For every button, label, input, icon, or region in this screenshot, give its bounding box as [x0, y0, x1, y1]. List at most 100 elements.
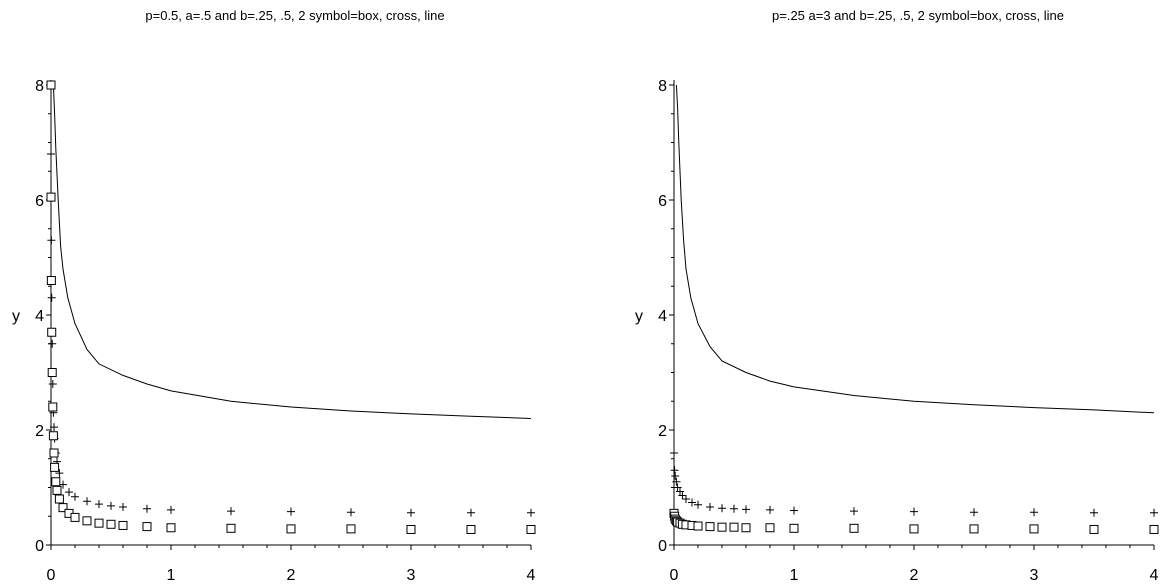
box-point [1089, 524, 1099, 534]
box-point [46, 80, 56, 90]
cross-point [672, 477, 681, 486]
x-tick-label: 2 [910, 567, 919, 584]
cross-point [65, 488, 73, 497]
box-point [705, 522, 715, 532]
chart-left: p=0.5, a=.5 and b=.25, .5, 2 symbol=box,… [12, 8, 536, 584]
box-point [526, 524, 536, 534]
cross-point [347, 508, 355, 517]
box-point [51, 477, 61, 487]
x-tick-label: 4 [527, 567, 536, 584]
cross-point [910, 507, 918, 516]
y-tick-label: 4 [658, 308, 667, 325]
y-tick-label: 6 [658, 193, 667, 210]
box-point [1149, 524, 1159, 534]
cross-point [467, 508, 475, 517]
box-point [969, 524, 979, 534]
cross-point [694, 500, 702, 509]
box-point [729, 522, 739, 532]
box-point [48, 402, 58, 412]
box-point [70, 512, 80, 522]
y-axis-label: y [635, 308, 643, 325]
box-point [346, 524, 356, 534]
series-line [675, 84, 1155, 414]
x-tick-label: 1 [790, 567, 799, 584]
box-point [909, 524, 919, 534]
box-point [765, 523, 775, 533]
box-point [741, 523, 751, 533]
cross-point [287, 507, 295, 516]
x-tick-label: 2 [287, 567, 296, 584]
box-point [52, 485, 62, 495]
cross-point [107, 501, 115, 510]
cross-point [119, 503, 127, 512]
box-point [789, 523, 799, 533]
box-point [82, 516, 92, 526]
cross-point [71, 492, 79, 501]
cross-point [1150, 508, 1158, 517]
cross-point [50, 423, 58, 432]
box-point [1029, 524, 1039, 534]
cross-point [167, 505, 175, 514]
box-point [166, 523, 176, 533]
series-line-path [52, 84, 532, 419]
cross-point [670, 449, 678, 457]
cross-point [83, 497, 91, 506]
x-tick-label: 4 [1150, 567, 1159, 584]
box-point [466, 524, 476, 534]
cross-point [678, 491, 687, 500]
x-tick-label: 0 [47, 567, 56, 584]
y-tick-label: 0 [658, 538, 667, 555]
chart-title: p=0.5, a=.5 and b=.25, .5, 2 symbol=box,… [145, 8, 444, 23]
cross-point [227, 507, 235, 516]
series-cross [47, 150, 535, 517]
cross-point [970, 508, 978, 517]
cross-point [766, 505, 774, 514]
cross-point [407, 508, 415, 517]
x-tick-label: 3 [1030, 567, 1039, 584]
y-axis-label: y [12, 308, 20, 325]
cross-point [688, 498, 696, 507]
cross-point [47, 150, 55, 158]
box-point [46, 192, 56, 202]
box-point [47, 327, 57, 337]
cross-point [47, 236, 56, 245]
cross-point [850, 507, 858, 516]
box-point [286, 524, 296, 534]
y-tick-label: 0 [35, 538, 44, 555]
box-point [226, 523, 236, 533]
y-tick-label: 6 [35, 193, 44, 210]
cross-point [671, 472, 680, 480]
cross-point [1090, 508, 1098, 517]
box-point [48, 431, 58, 441]
cross-point [48, 380, 57, 388]
cross-point [527, 508, 535, 517]
cross-point [47, 293, 56, 302]
x-tick-label: 0 [670, 567, 679, 584]
series-box [46, 80, 536, 534]
cross-point [730, 504, 738, 513]
box-point [717, 522, 727, 532]
box-point [118, 520, 128, 530]
y-tick-label: 4 [35, 308, 44, 325]
box-point [106, 519, 116, 529]
cross-point [1030, 508, 1038, 517]
box-point [58, 503, 68, 513]
y-tick-label: 2 [35, 423, 44, 440]
box-point [849, 523, 859, 533]
cross-point [670, 466, 679, 475]
cross-point [673, 483, 682, 492]
box-point [693, 521, 703, 531]
box-point [49, 448, 59, 458]
cross-point [143, 504, 151, 513]
cross-point [682, 495, 690, 503]
y-tick-label: 8 [658, 78, 667, 95]
y-tick-label: 2 [658, 423, 667, 440]
x-tick-label: 1 [167, 567, 176, 584]
box-point [50, 462, 60, 472]
cross-point [59, 480, 67, 489]
y-tick-label: 8 [35, 78, 44, 95]
cross-point [676, 487, 684, 496]
x-tick-label: 3 [407, 567, 416, 584]
box-point [54, 494, 64, 504]
